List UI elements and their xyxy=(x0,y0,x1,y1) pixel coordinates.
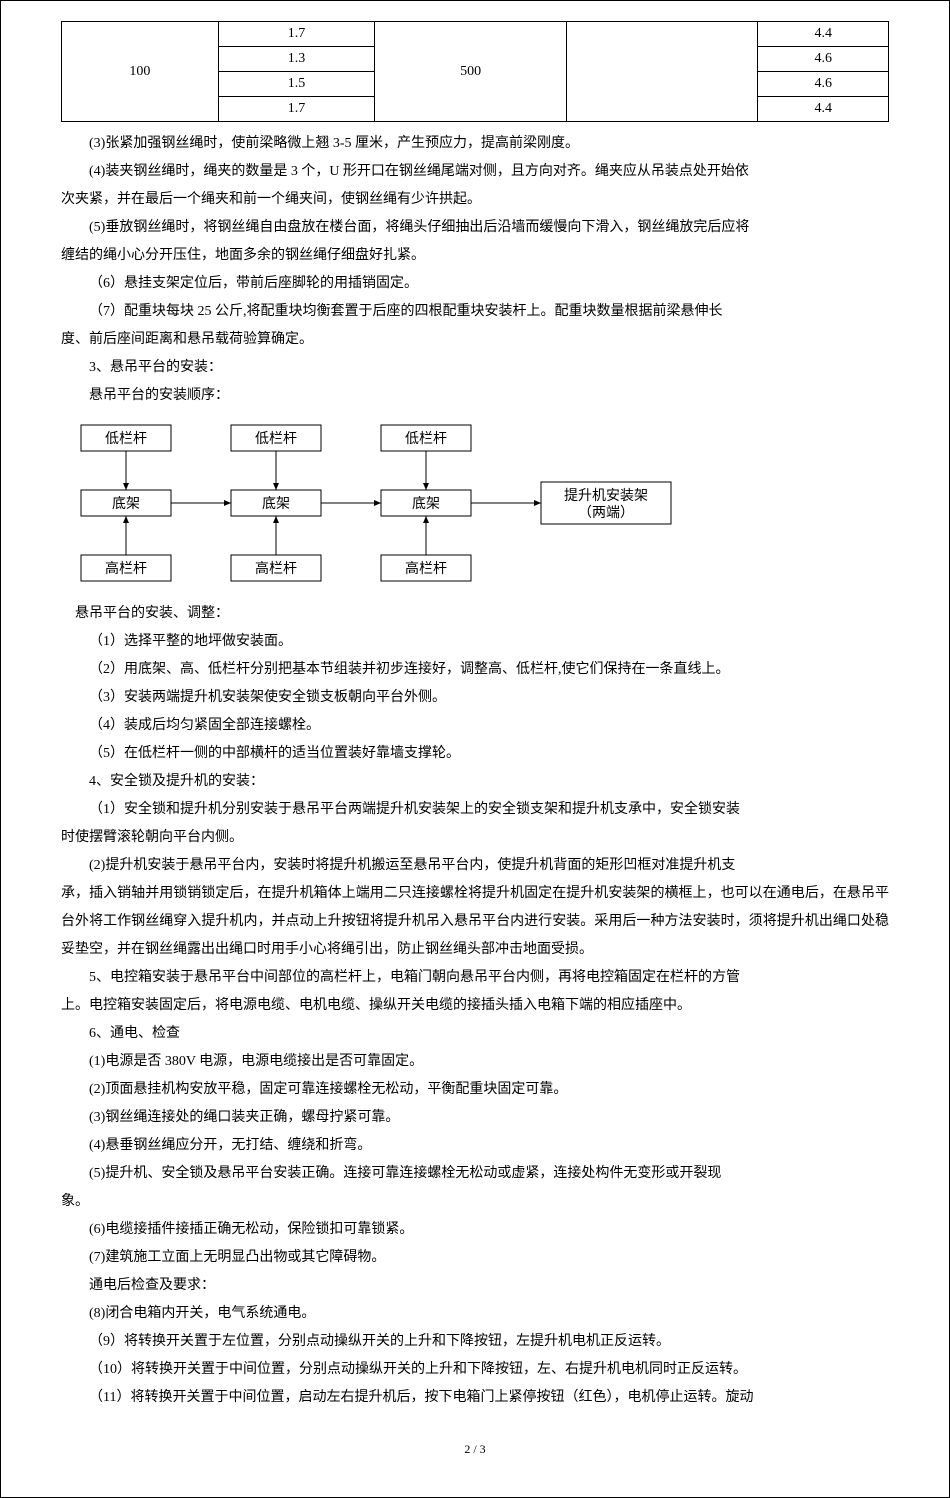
para: （9）将转换开关置于左位置，分别点动操纵开关的上升和下降按钮，左提升机电机正反运… xyxy=(61,1328,889,1356)
cell: 1.3 xyxy=(218,47,375,72)
page-number: 2 / 3 xyxy=(61,1442,889,1457)
para: (4)装夹钢丝绳时，绳夹的数量是 3 个，U 形开口在钢丝绳尾端对侧，且方向对齐… xyxy=(61,158,889,186)
para: (5)提升机、安全锁及悬吊平台安装正确。连接可靠连接螺栓无松动或虚紧，连接处构件… xyxy=(61,1160,889,1188)
para: （7）配重块每块 25 公斤,将配重块均衡套置于后座的四根配重块安装杆上。配重块… xyxy=(61,298,889,326)
para: (7)建筑施工立面上无明显凸出物或其它障碍物。 xyxy=(61,1244,889,1272)
para: （3）安装两端提升机安装架使安全锁支板朝向平台外侧。 xyxy=(61,684,889,712)
para: (2)顶面悬挂机构安放平稳，固定可靠连接螺栓无松动，平衡配重块固定可靠。 xyxy=(61,1076,889,1104)
svg-text:（两端）: （两端） xyxy=(578,505,634,521)
cell: 100 xyxy=(62,22,219,122)
para: 承，插入销轴并用锁销锁定后，在提升机箱体上端用二只连接螺栓将提升机固定在提升机安… xyxy=(61,880,889,964)
para: 度、前后座间距离和悬吊载荷验算确定。 xyxy=(61,326,889,354)
para: (1)电源是否 380V 电源，电源电缆接出是否可靠固定。 xyxy=(61,1048,889,1076)
para: (8)闭合电箱内开关，电气系统通电。 xyxy=(61,1300,889,1328)
cell: 4.4 xyxy=(758,97,889,122)
para: (3)张紧加强钢丝绳时，使前梁略微上翘 3-5 厘米，产生预应力，提高前梁刚度。 xyxy=(61,130,889,158)
para: 象。 xyxy=(61,1188,889,1216)
para: (3)钢丝绳连接处的绳口装夹正确，螺母拧紧可靠。 xyxy=(61,1104,889,1132)
para: 上。电控箱安装固定后，将电源电缆、电机电缆、操纵开关电缆的接插头插入电箱下端的相… xyxy=(61,992,889,1020)
para: 3、悬吊平台的安装： xyxy=(61,354,889,382)
para: 4、安全锁及提升机的安装： xyxy=(61,768,889,796)
cell: 4.6 xyxy=(758,47,889,72)
svg-text:低栏杆: 低栏杆 xyxy=(255,431,297,447)
para: （4）装成后均匀紧固全部连接螺栓。 xyxy=(61,712,889,740)
para: （2）用底架、高、低栏杆分别把基本节组装并初步连接好，调整高、低栏杆,使它们保持… xyxy=(61,656,889,684)
body-text-2: 悬吊平台的安装、调整： （1）选择平整的地坪做安装面。 （2）用底架、高、低栏杆… xyxy=(61,600,889,1412)
flowchart: 低栏杆 低栏杆 低栏杆 底架 底架 底架 提升机安装架 （两端） 高栏杆 高 xyxy=(71,420,889,590)
para: 通电后检查及要求： xyxy=(61,1272,889,1300)
cell: 1.5 xyxy=(218,72,375,97)
table-row: 100 1.7 500 4.4 xyxy=(62,22,889,47)
flow-svg: 低栏杆 低栏杆 低栏杆 底架 底架 底架 提升机安装架 （两端） 高栏杆 高 xyxy=(71,420,771,590)
svg-text:高栏杆: 高栏杆 xyxy=(105,560,147,577)
data-table: 100 1.7 500 4.4 1.3 4.6 1.5 4.6 1.7 4.4 xyxy=(61,21,889,122)
para: (6)电缆接插件接插正确无松动，保险锁扣可靠锁紧。 xyxy=(61,1216,889,1244)
para: 悬吊平台的安装顺序： xyxy=(61,382,889,410)
svg-text:提升机安装架: 提升机安装架 xyxy=(564,488,648,504)
para: (4)悬垂钢丝绳应分开，无打结、缠绕和折弯。 xyxy=(61,1132,889,1160)
para: （11）将转换开关置于中间位置，启动左右提升机后，按下电箱门上紧停按钮（红色），… xyxy=(61,1384,889,1412)
cell: 1.7 xyxy=(218,22,375,47)
cell: 4.4 xyxy=(758,22,889,47)
para: (5)垂放钢丝绳时，将钢丝绳自由盘放在楼台面，将绳头仔细抽出后沿墙而缓慢向下滑入… xyxy=(61,214,889,242)
svg-text:底架: 底架 xyxy=(112,496,140,512)
para: 5、电控箱安装于悬吊平台中间部位的高栏杆上，电箱门朝向悬吊平台内侧，再将电控箱固… xyxy=(61,964,889,992)
svg-text:底架: 底架 xyxy=(412,496,440,512)
svg-text:低栏杆: 低栏杆 xyxy=(405,431,447,447)
body-text: (3)张紧加强钢丝绳时，使前梁略微上翘 3-5 厘米，产生预应力，提高前梁刚度。… xyxy=(61,130,889,410)
para: 缠结的绳小心分开压住，地面多余的钢丝绳仔细盘好扎紧。 xyxy=(61,242,889,270)
para: 6、通电、检查 xyxy=(61,1020,889,1048)
para: 时使摆臂滚轮朝向平台内侧。 xyxy=(61,824,889,852)
svg-text:高栏杆: 高栏杆 xyxy=(255,560,297,577)
para: 次夹紧，并在最后一个绳夹和前一个绳夹间，使钢丝绳有少许拱起。 xyxy=(61,186,889,214)
cell: 4.6 xyxy=(758,72,889,97)
para: （6）悬挂支架定位后，带前后座脚轮的用插销固定。 xyxy=(61,270,889,298)
para: 悬吊平台的安装、调整： xyxy=(61,600,889,628)
svg-text:底架: 底架 xyxy=(262,496,290,512)
para: （1）选择平整的地坪做安装面。 xyxy=(61,628,889,656)
document-page: 100 1.7 500 4.4 1.3 4.6 1.5 4.6 1.7 4.4 … xyxy=(0,0,950,1498)
flow-label: 低栏杆 xyxy=(105,431,147,447)
para: （1）安全锁和提升机分别安装于悬吊平台两端提升机安装架上的安全锁支架和提升机支承… xyxy=(61,796,889,824)
para: （5）在低栏杆一侧的中部横杆的适当位置装好靠墙支撑轮。 xyxy=(61,740,889,768)
cell xyxy=(566,22,758,122)
cell: 1.7 xyxy=(218,97,375,122)
svg-text:高栏杆: 高栏杆 xyxy=(405,560,447,577)
para: （10）将转换开关置于中间位置，分别点动操纵开关的上升和下降按钮，左、右提升机电… xyxy=(61,1356,889,1384)
para: (2)提升机安装于悬吊平台内，安装时将提升机搬运至悬吊平台内，使提升机背面的矩形… xyxy=(61,852,889,880)
cell: 500 xyxy=(375,22,567,122)
